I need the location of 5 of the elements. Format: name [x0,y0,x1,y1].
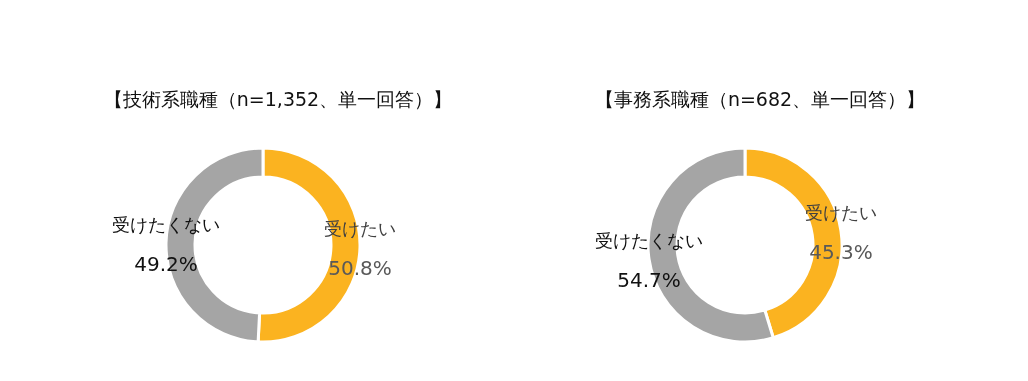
chart-title: 【事務系職種（n=682、単一回答）】 [594,88,926,110]
chart-title: 【技術系職種（n=1,352、単一回答）】 [103,88,453,110]
data-label: 49.2% [134,251,198,276]
data-label: 54.7% [617,268,681,293]
slice-label: 受けたくない [595,230,704,252]
